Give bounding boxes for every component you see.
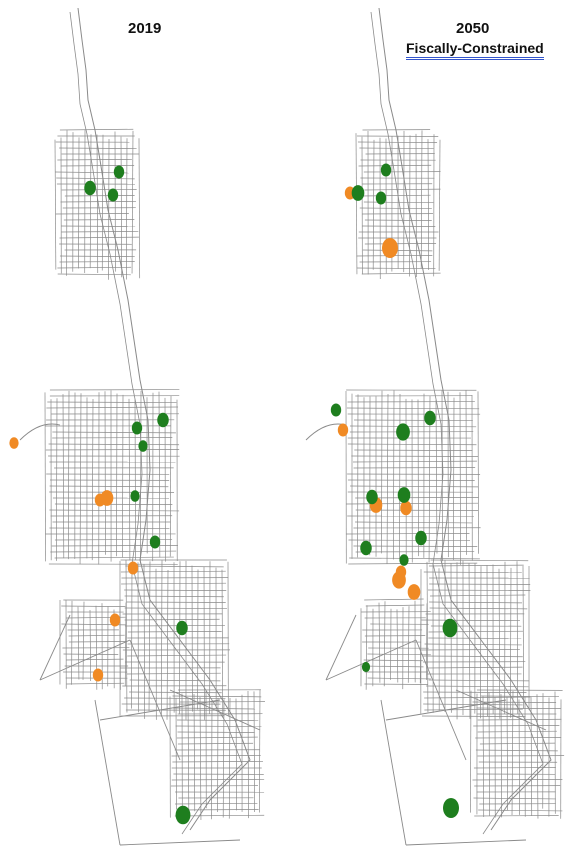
green-hotspot-north-2-2019 (84, 180, 96, 196)
green-hotspot-central-0-2050 (330, 403, 342, 417)
orange-hotspot-south-6-2050 (395, 565, 407, 579)
orange-hotspot-south-5-2019 (94, 493, 106, 507)
green-hotspot-central-1-2050 (424, 410, 436, 426)
orange-hotspot-central-6-2019 (127, 561, 139, 575)
orange-hotspot-central-9-2050 (400, 500, 412, 516)
green-hotspot-north-2-2050 (351, 185, 365, 201)
green-hotspot-central-1-2019 (157, 412, 169, 428)
orange-hotspot-central-7-2050 (337, 423, 349, 437)
green-hotspot-north-1-2019 (113, 165, 125, 179)
road-network-map-2019 (9, 7, 265, 846)
panel-subtitle-fiscally-constrained: Fiscally-Constrained (406, 40, 544, 60)
green-hotspot-south-1-2050 (442, 618, 458, 638)
green-hotspot-central-4-2050 (366, 489, 378, 505)
green-hotspot-far-south-1-2019 (175, 805, 191, 825)
panel-title-2019: 2019 (128, 20, 162, 37)
road-network (19, 7, 265, 846)
orange-hotspot-south-4-2019 (92, 668, 104, 682)
green-hotspot-south-3-2050 (361, 661, 371, 673)
green-hotspot-central-3-2019 (138, 440, 148, 452)
green-hotspot-central-2-2050 (396, 423, 410, 441)
green-hotspot-central-5-2050 (360, 540, 372, 556)
road-network-map-2050 (305, 7, 565, 846)
green-hotspot-central-6-2050 (415, 530, 427, 546)
green-hotspot-central-2-2019 (131, 421, 143, 435)
green-hotspot-far-south-1-2050 (443, 798, 459, 818)
orange-hotspot-south-5-2050 (407, 584, 421, 600)
orange-hotspot-north-5-2050 (382, 238, 398, 258)
green-hotspot-central-3-2050 (397, 487, 411, 503)
green-hotspot-south-1-2019 (149, 535, 161, 549)
green-hotspot-south-2-2050 (399, 554, 409, 566)
road-network (305, 7, 565, 846)
green-hotspot-central-4-2019 (130, 490, 140, 502)
green-hotspot-north-3-2019 (107, 188, 119, 202)
map-panel-2019: 2019 (0, 0, 285, 855)
orange-hotspot-west-1-2019 (9, 437, 19, 449)
panel-title-2050: 2050 (456, 20, 490, 37)
green-hotspot-north-1-2050 (380, 163, 392, 177)
green-hotspot-north-3-2050 (375, 191, 387, 205)
orange-hotspot-south-3-2019 (109, 613, 121, 627)
map-panel-2050: 2050 Fiscally-Constrained (286, 0, 571, 855)
green-hotspot-south-2-2019 (176, 620, 188, 636)
